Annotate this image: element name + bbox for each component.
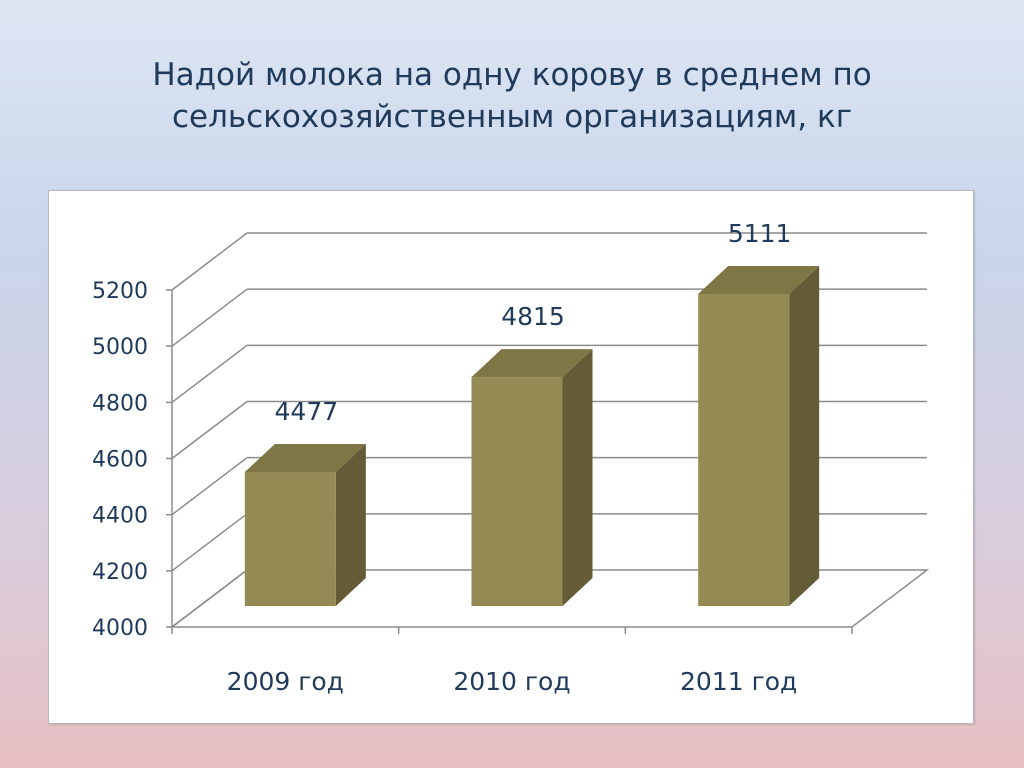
bar — [471, 377, 563, 606]
slide-title-line-1: Надой молока на одну корову в среднем по — [152, 57, 872, 93]
y-axis: 4000 4200 4400 4600 4800 5000 5200 — [92, 279, 853, 641]
bar — [698, 293, 790, 606]
y-tick-label: 4200 — [92, 560, 148, 585]
bar-side — [562, 349, 593, 606]
gridline-side — [171, 288, 248, 347]
data-label: 5111 — [728, 219, 792, 248]
bar-top — [471, 349, 593, 378]
y-tick-label: 4400 — [92, 504, 148, 529]
x-category-label: 2011 год — [680, 667, 797, 696]
gridline-side — [171, 513, 248, 572]
x-category-label: 2009 год — [227, 667, 344, 696]
gridline-side — [171, 400, 248, 460]
y-tick-label: 4000 — [92, 616, 148, 641]
gridline-side — [171, 344, 248, 403]
chart-labels: 4477 2009 год 4815 2010 год 5111 2011 год — [227, 219, 798, 696]
gridline-side — [171, 457, 248, 516]
data-label: 4815 — [501, 302, 565, 331]
y-tick-label: 5200 — [92, 279, 148, 304]
y-tick-label: 4600 — [92, 448, 148, 473]
bar-side — [335, 444, 366, 606]
gridline-side — [171, 232, 248, 291]
y-tick-label: 4800 — [92, 391, 148, 416]
bar-top — [244, 444, 366, 473]
bar — [244, 472, 336, 606]
slide-title: Надой молока на одну корову в среднем по… — [0, 54, 1024, 138]
bar-side — [789, 265, 820, 606]
slide-title-line-2: сельскохозяйственным организациям, кг — [171, 99, 853, 135]
x-category-label: 2010 год — [453, 667, 570, 696]
bar-top — [698, 265, 820, 294]
data-label: 4477 — [275, 397, 339, 426]
gridline-side — [171, 569, 248, 628]
y-tick-label: 5000 — [92, 335, 148, 360]
chart-bars — [244, 265, 820, 606]
